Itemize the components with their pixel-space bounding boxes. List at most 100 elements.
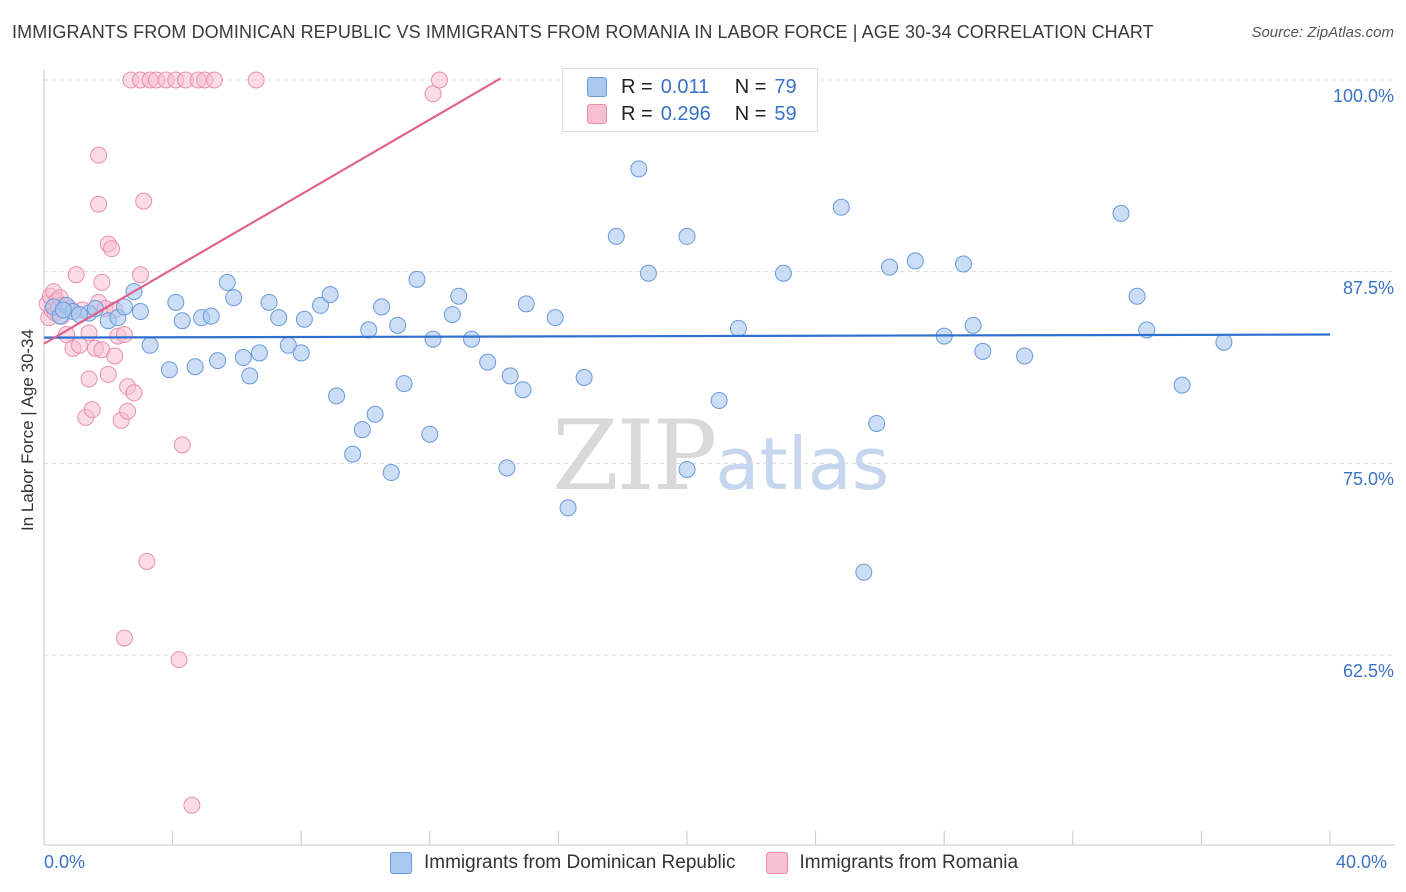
series-legend-label: Immigrants from Romania <box>799 852 1019 873</box>
series-legend: Immigrants from Dominican Republic Immig… <box>390 852 1048 874</box>
romania-point <box>173 436 191 454</box>
x-tick-label-min: 0.0% <box>44 852 86 872</box>
x-tick-label-max: 40.0% <box>1336 852 1388 872</box>
dominican-point <box>234 349 252 367</box>
legend-r-value: 0.011 <box>660 75 710 98</box>
dominican-point <box>353 421 371 439</box>
series-legend-item-romania: Immigrants from Romania <box>765 852 1019 874</box>
dominican-point <box>868 414 886 432</box>
dominican-point <box>774 264 792 282</box>
dominican-point <box>639 264 657 282</box>
romania-point <box>90 146 108 164</box>
y-axis-label-wrap: In Labor Force | Age 30-34 <box>16 280 40 580</box>
romania-point <box>205 71 223 89</box>
dominican-point <box>1215 333 1233 351</box>
dominican-point <box>498 459 516 477</box>
dominican-point <box>421 425 439 443</box>
dominican-point <box>395 375 413 393</box>
romania-point <box>131 266 149 284</box>
legend-n-label: N = <box>734 102 767 125</box>
dominican-point <box>250 344 268 362</box>
dominican-point <box>450 287 468 305</box>
romania-point <box>170 651 188 669</box>
legend-n-value: 79 <box>774 75 797 98</box>
legend-n-label: N = <box>734 75 767 98</box>
dominican-point <box>607 227 625 245</box>
dominican-point <box>964 316 982 334</box>
dominican-point <box>906 252 924 270</box>
romania-points <box>38 71 448 814</box>
dominican-trend-line <box>43 333 1331 339</box>
dominican-point <box>546 309 564 327</box>
romania-point <box>115 326 133 344</box>
dominican-point <box>575 368 593 386</box>
dominican-point <box>954 255 972 273</box>
watermark-atlas: atlas <box>715 422 890 506</box>
dominican-point <box>186 358 204 376</box>
dominican-point <box>218 273 236 291</box>
romania-trend-line <box>43 77 502 345</box>
dominican-point <box>1128 287 1146 305</box>
dominican-point <box>321 286 339 304</box>
romania-point <box>90 195 108 213</box>
romania-point <box>106 347 124 365</box>
y-tick-label-87-5: 87.5% <box>1342 278 1394 298</box>
dominican-point <box>202 307 220 325</box>
romania-point <box>247 71 265 89</box>
romania-point <box>430 71 448 89</box>
dominican-point <box>115 298 133 316</box>
dominican-point <box>832 198 850 216</box>
dominican-point <box>173 312 191 330</box>
dominican-point <box>855 563 873 581</box>
dominican-point <box>463 330 481 348</box>
dominican-point <box>1173 376 1191 394</box>
dominican-point <box>559 499 577 517</box>
watermark: ZIPatlas <box>552 400 889 512</box>
dominican-point <box>328 387 346 405</box>
romania-point <box>115 629 133 647</box>
romania-point <box>67 266 85 284</box>
dominican-point <box>160 361 178 379</box>
romania-point <box>99 365 117 383</box>
dominican-point <box>311 296 329 314</box>
dominican-point <box>678 460 696 478</box>
romania-point <box>125 384 143 402</box>
romania-point <box>83 401 101 419</box>
romania-point <box>80 370 98 388</box>
chart-title: IMMIGRANTS FROM DOMINICAN REPUBLIC VS IM… <box>12 22 1154 42</box>
watermark-zip: ZIP <box>552 400 717 512</box>
dominican-point <box>974 342 992 360</box>
y-tick-label-75: 75.0% <box>1342 469 1394 489</box>
romania-point <box>138 552 156 570</box>
dominican-point <box>678 227 696 245</box>
dominican-point <box>260 293 278 311</box>
correlation-legend: R = 0.011 N = 79 R = 0.296 N = 59 <box>562 68 818 132</box>
dominican-point <box>54 301 72 319</box>
romania-point <box>183 796 201 814</box>
dominican-point <box>209 352 227 370</box>
dominican-point <box>382 464 400 482</box>
dominican-point <box>710 391 728 409</box>
legend-swatch-pink <box>587 104 607 124</box>
dominican-point <box>729 319 747 337</box>
legend-row-dominican: R = 0.011 N = 79 <box>587 75 797 99</box>
y-axis-label: In Labor Force | Age 30-34 <box>18 329 37 531</box>
dominican-point <box>131 303 149 321</box>
dominican-points <box>45 160 1233 581</box>
legend-swatch-blue <box>587 77 607 97</box>
dominican-point <box>366 405 384 423</box>
dominican-point <box>408 270 426 288</box>
dominican-point <box>1112 204 1130 222</box>
legend-n-value: 59 <box>774 102 797 125</box>
y-tick-label-62-5: 62.5% <box>1342 661 1394 681</box>
dominican-point <box>881 258 899 276</box>
dominican-point <box>514 381 532 399</box>
series-legend-item-dominican: Immigrants from Dominican Republic <box>390 852 736 874</box>
legend-row-romania: R = 0.296 N = 59 <box>587 102 797 126</box>
dominican-point <box>479 353 497 371</box>
dominican-point <box>167 293 185 311</box>
trend-lines <box>43 77 1331 345</box>
dominican-point <box>360 321 378 339</box>
grid-layer <box>44 79 1395 656</box>
dominican-point <box>630 160 648 178</box>
